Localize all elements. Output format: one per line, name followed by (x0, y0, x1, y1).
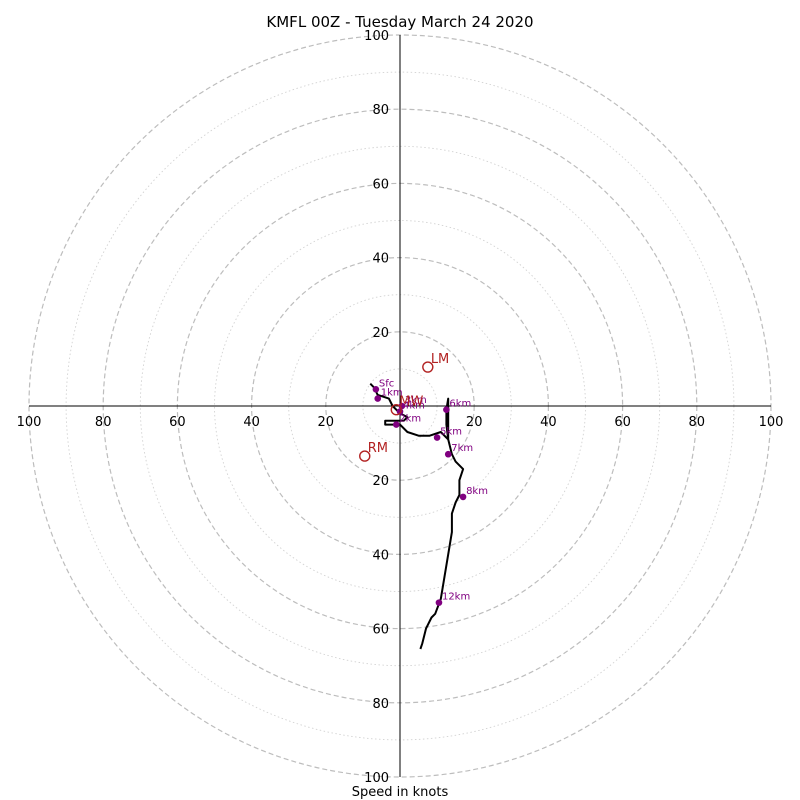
y-tick-label: 100 (364, 771, 389, 786)
height-label: 2km (399, 414, 421, 425)
storm-marker-rm (359, 450, 371, 462)
height-point-6km (443, 406, 450, 414)
x-tick-labels: 100 80 60 40 20 20 40 60 80 100 (17, 415, 784, 430)
height-label: Sfc (379, 378, 394, 389)
y-tick-label: 60 (372, 623, 389, 638)
height-label: 6km (449, 399, 471, 410)
height-point-5km (433, 434, 441, 441)
storm-motion-markers: LM RM MW (359, 352, 449, 462)
height-label: 7km (451, 443, 473, 454)
y-tick-label: 80 (372, 103, 389, 118)
x-tick-label: 60 (169, 415, 186, 430)
x-tick-label: 20 (466, 415, 483, 430)
height-label: 4km (403, 401, 425, 412)
storm-marker-mw (390, 404, 402, 416)
chart-title: KMFL 00Z - Tuesday March 24 2020 (266, 13, 533, 31)
height-point-2km (392, 421, 400, 428)
x-axis-label: Speed in knots (352, 785, 449, 800)
storm-label: LM (431, 352, 449, 367)
height-point-12km (435, 599, 443, 606)
storm-label: MW (399, 395, 423, 410)
height-point-7km (444, 450, 452, 458)
storm-label: RM (368, 441, 388, 456)
height-label: 3km (405, 395, 427, 406)
y-tick-labels: 100 80 60 40 20 20 40 60 80 100 (364, 29, 389, 786)
y-tick-label: 40 (372, 252, 389, 267)
x-tick-label: 100 (17, 415, 42, 430)
y-tick-label: 40 (372, 548, 389, 563)
x-tick-label: 40 (540, 415, 557, 430)
x-tick-label: 80 (689, 415, 706, 430)
y-tick-label: 20 (372, 474, 389, 489)
height-label: 1km (381, 388, 403, 399)
y-tick-label: 100 (364, 29, 389, 44)
x-tick-label: 100 (759, 415, 784, 430)
x-tick-label: 60 (614, 415, 631, 430)
height-point-sfc (372, 386, 380, 393)
x-tick-label: 80 (95, 415, 112, 430)
x-tick-label: 20 (318, 415, 335, 430)
height-label: 8km (466, 486, 488, 497)
y-tick-label: 60 (372, 177, 389, 192)
storm-marker-lm (422, 361, 434, 373)
x-tick-label: 40 (243, 415, 260, 430)
height-label: 12km (442, 592, 470, 603)
y-tick-label: 80 (372, 697, 389, 712)
height-point-1km (374, 395, 382, 402)
height-label: 5km (440, 427, 462, 438)
height-point-8km (459, 493, 467, 501)
y-tick-label: 20 (372, 326, 389, 341)
